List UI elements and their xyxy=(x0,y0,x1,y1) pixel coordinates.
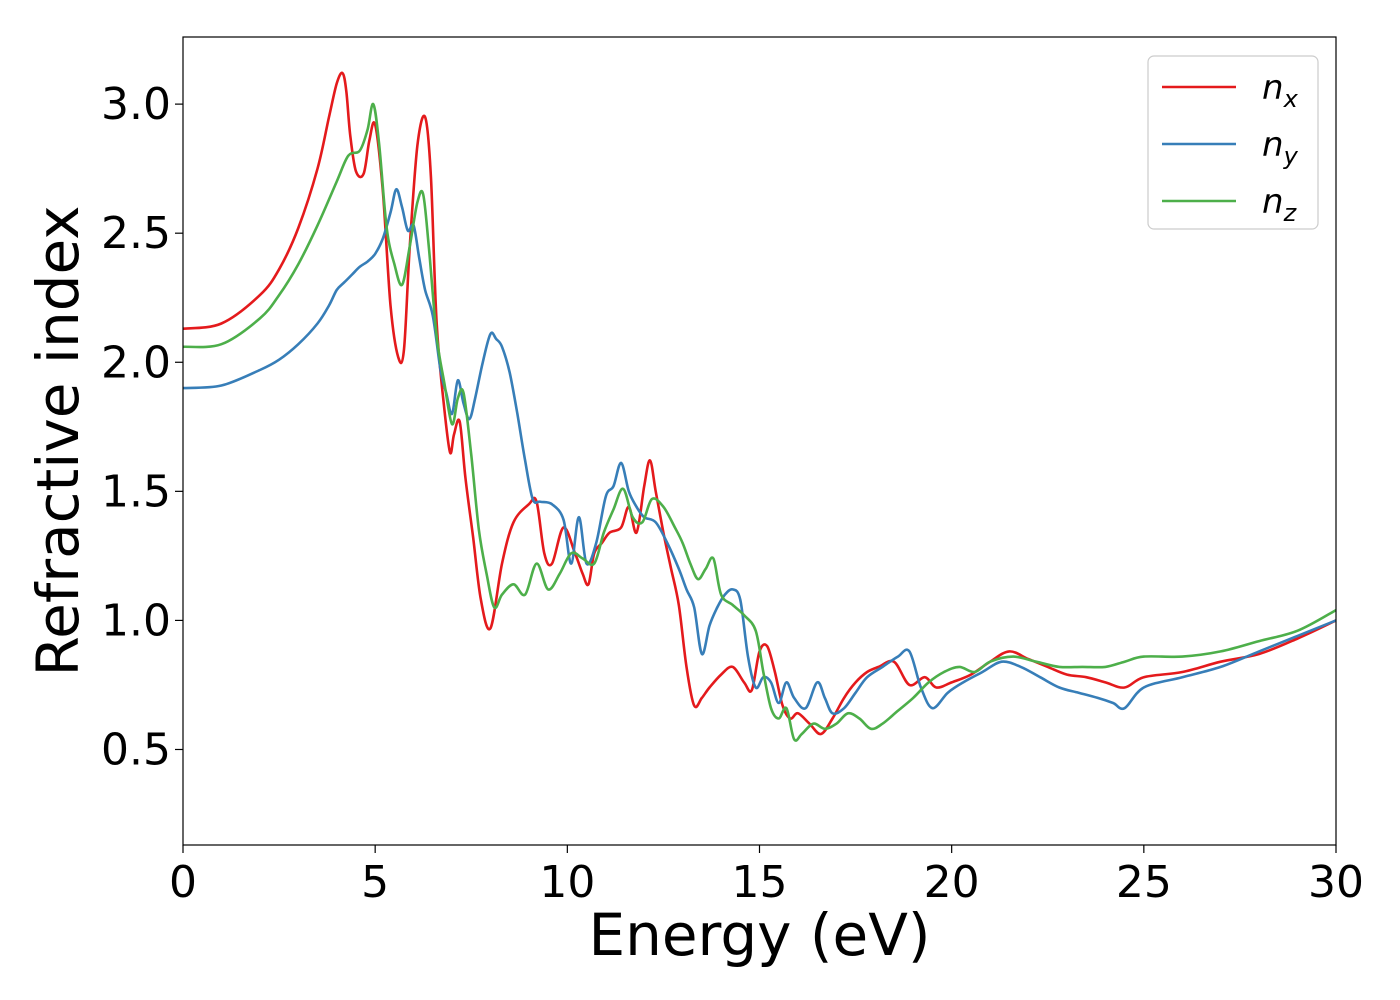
y-axis: 0.5 1.0 1.5 2.0 2.5 3.0 xyxy=(101,79,183,775)
x-axis-title: Energy (eV) xyxy=(588,901,930,969)
x-tick-label: 30 xyxy=(1308,857,1364,908)
x-axis: 0 5 10 15 20 25 30 xyxy=(169,845,1364,908)
x-tick-label: 25 xyxy=(1116,857,1172,908)
y-tick-label: 0.5 xyxy=(101,724,171,775)
x-tick-label: 20 xyxy=(924,857,980,908)
x-tick-label: 5 xyxy=(361,857,389,908)
y-tick-label: 3.0 xyxy=(101,79,171,130)
x-tick-label: 15 xyxy=(732,857,788,908)
y-axis-title: Refractive index xyxy=(24,205,92,676)
y-tick-label: 2.0 xyxy=(101,337,171,388)
x-tick-label: 10 xyxy=(539,857,595,908)
x-tick-label: 0 xyxy=(169,857,197,908)
y-tick-label: 1.5 xyxy=(101,466,171,517)
y-tick-label: 2.5 xyxy=(101,208,171,259)
series-line-nz xyxy=(183,102,1336,742)
y-tick-label: 1.0 xyxy=(101,595,171,646)
plot-lines xyxy=(183,71,1336,742)
series-line-ny xyxy=(183,187,1336,716)
legend-box xyxy=(1147,55,1319,230)
